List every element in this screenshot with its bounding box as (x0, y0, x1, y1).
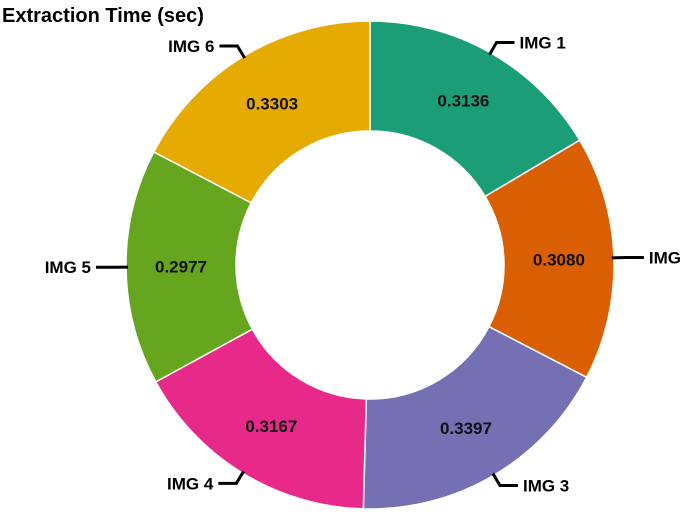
category-label-img-5: IMG 5 (45, 258, 91, 277)
category-label-img-1: IMG 1 (520, 33, 566, 52)
chart-title: Extraction Time (sec) (2, 5, 204, 27)
slice-img-4 (154, 328, 368, 510)
value-label-img-6: 0.3303 (246, 94, 298, 113)
slice-img-1 (369, 20, 581, 198)
slice-img-6 (152, 20, 371, 204)
leader-line-img-4 (218, 470, 245, 485)
category-label-img-4: IMG 4 (167, 474, 214, 493)
slice-img-2 (484, 139, 615, 379)
leader-line-img-6 (219, 44, 246, 59)
value-labels: 0.3136 0.3080 0.3397 0.3167 0.2977 0.3303 (155, 92, 585, 438)
category-labels: IMG 1 IMG 2 IMG 3 IMG 4 IMG 5 IMG 6 (45, 33, 685, 495)
value-label-img-5: 0.2977 (155, 258, 207, 277)
slice-img-5 (125, 150, 254, 383)
value-label-img-2: 0.3080 (533, 250, 585, 269)
category-label-img-6: IMG 6 (168, 37, 214, 56)
category-label-img-3: IMG 3 (523, 477, 569, 496)
leader-line-img-3 (491, 472, 518, 488)
leader-lines (96, 40, 644, 488)
donut-slices (125, 20, 615, 510)
value-label-img-3: 0.3397 (440, 419, 492, 438)
value-label-img-1: 0.3136 (437, 92, 489, 111)
leader-line-img-1 (488, 40, 515, 56)
category-label-img-2: IMG 2 (649, 248, 685, 267)
value-label-img-4: 0.3167 (245, 417, 297, 436)
slice-img-3 (362, 325, 588, 510)
